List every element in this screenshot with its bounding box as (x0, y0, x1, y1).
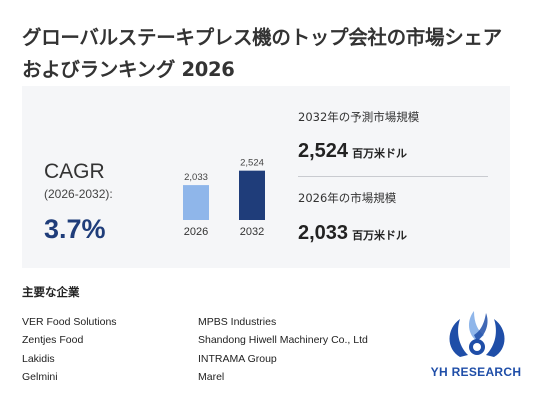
yh-research-logo-icon (449, 311, 505, 357)
company-item: MPBS Industries (198, 316, 277, 328)
companies-title: 主要な企業 (22, 285, 80, 299)
bar-category-label: 2026 (184, 226, 208, 238)
current-value-row: 2,033 百万米ドル (298, 222, 407, 245)
bar-category-label: 2032 (240, 226, 264, 238)
cagr-value: 3.7% (44, 214, 106, 244)
forecast-unit: 百万米ドル (352, 147, 408, 160)
summary-panel: CAGR (2026-2032): 3.7% 2,033 2026 2,524 203… (22, 86, 510, 268)
cagr-label: CAGR (44, 160, 105, 183)
company-item: VER Food Solutions (22, 316, 117, 328)
bar-2026 (183, 185, 209, 220)
company-item: Gelmini (22, 370, 58, 383)
companies-right-column: MPBS Industries Shandong Hiwell Machiner… (198, 313, 368, 386)
company-item: Marel (198, 370, 225, 383)
forecast-value-row: 2,524 百万米ドル (298, 140, 407, 163)
forecast-label: 2032年の予測市場規模 (298, 110, 420, 124)
company-item: Shandong Hiwell Machinery Co., Ltd (198, 334, 368, 347)
logo-text: YH RESEARCH (430, 365, 522, 379)
forecast-value: 2,524 (298, 140, 349, 162)
current-label: 2026年の市場規模 (298, 191, 397, 205)
companies-left-column: VER Food Solutions Zentjes Food Lakidis … (22, 313, 117, 386)
bar-value-label: 2,033 (184, 172, 208, 183)
market-size-bar-chart: 2,033 2026 2,524 2032 (183, 158, 265, 238)
yh-research-logo: YH RESEARCH (424, 305, 528, 383)
stats-divider (298, 176, 488, 177)
page-title: グローバルステーキプレス機のトップ会社の市場シェアおよびランキング 2026 (22, 26, 502, 81)
company-item: Zentjes Food (22, 334, 84, 347)
company-item: INTRAMA Group (198, 352, 277, 365)
company-item: Lakidis (22, 352, 55, 365)
current-value: 2,033 (298, 222, 349, 244)
cagr-period: (2026-2032): (44, 187, 113, 201)
current-unit: 百万米ドル (352, 229, 408, 242)
bar-value-label: 2,524 (240, 158, 264, 169)
bar-2032 (239, 170, 265, 220)
